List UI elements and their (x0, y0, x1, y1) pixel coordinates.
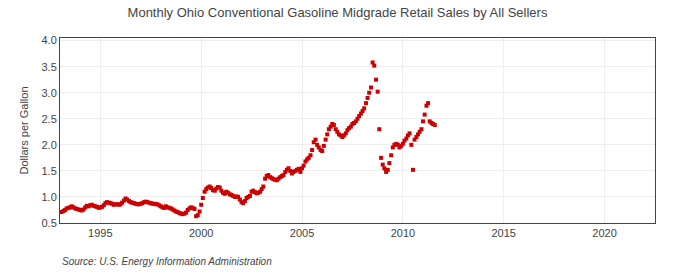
svg-text:1.0: 1.0 (42, 191, 57, 203)
svg-text:3.0: 3.0 (42, 87, 57, 99)
svg-text:1.5: 1.5 (42, 165, 57, 177)
svg-text:Dollars per Gallon: Dollars per Gallon (18, 86, 30, 174)
svg-text:1995: 1995 (88, 227, 112, 239)
svg-text:0.5: 0.5 (42, 217, 57, 229)
svg-text:2015: 2015 (491, 227, 515, 239)
svg-text:2.0: 2.0 (42, 139, 57, 151)
svg-text:2010: 2010 (391, 227, 415, 239)
svg-text:2020: 2020 (592, 227, 616, 239)
svg-text:2005: 2005 (290, 227, 314, 239)
svg-text:2000: 2000 (189, 227, 213, 239)
svg-text:3.5: 3.5 (42, 61, 57, 73)
svg-text:4.0: 4.0 (42, 34, 57, 46)
svg-text:Monthly Ohio Conventional Gaso: Monthly Ohio Conventional Gasoline Midgr… (128, 5, 548, 20)
svg-text:2.5: 2.5 (42, 113, 57, 125)
svg-text:Source: U.S. Energy Informatio: Source: U.S. Energy Information Administ… (62, 256, 272, 267)
